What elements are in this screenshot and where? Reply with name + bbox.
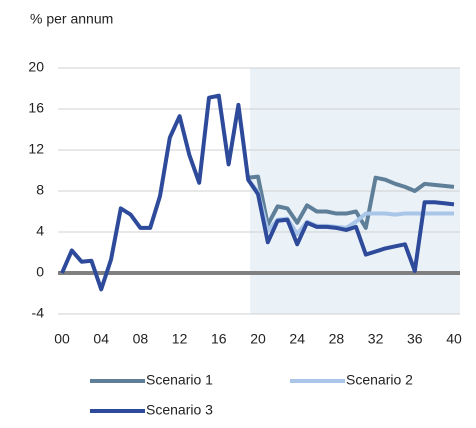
x-tick-label: 16 xyxy=(211,331,227,347)
x-tick-label: 08 xyxy=(133,331,149,347)
y-tick-label: 8 xyxy=(36,182,44,198)
x-tick-label: 04 xyxy=(93,331,109,347)
x-tick-label: 36 xyxy=(407,331,423,347)
y-tick-label: -4 xyxy=(32,305,45,321)
x-tick-label: 12 xyxy=(172,331,188,347)
legend-label: Scenario 1 xyxy=(146,372,213,388)
y-tick-label: 12 xyxy=(28,141,44,157)
y-tick-label: 16 xyxy=(28,100,44,116)
series-line xyxy=(60,93,455,292)
x-tick-label: 00 xyxy=(54,331,70,347)
x-tick-label: 28 xyxy=(329,331,345,347)
y-axis-label: % per annum xyxy=(30,11,113,27)
y-tick-label: 20 xyxy=(28,59,44,75)
x-tick-label: 24 xyxy=(289,331,305,347)
series-line xyxy=(247,174,455,230)
legend-label: Scenario 3 xyxy=(146,402,213,418)
y-tick-label: 4 xyxy=(36,223,44,239)
x-tick-label: 20 xyxy=(250,331,266,347)
x-tick-label: 40 xyxy=(446,331,462,347)
y-tick-label: 0 xyxy=(36,264,44,280)
x-tick-label: 32 xyxy=(368,331,384,347)
legend-label: Scenario 2 xyxy=(346,372,413,388)
